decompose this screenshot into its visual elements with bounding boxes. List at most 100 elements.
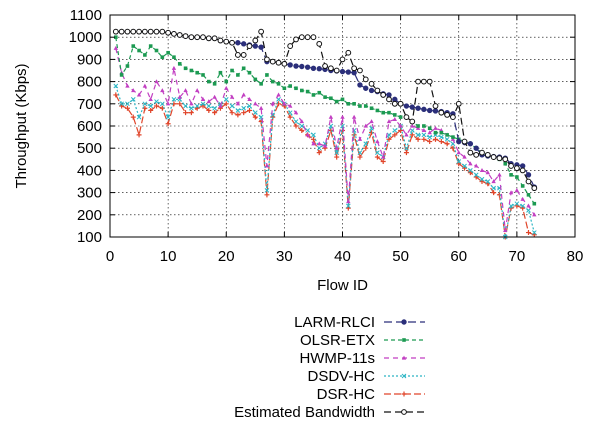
data-point-olsr-etx <box>148 44 153 48</box>
data-point-dsdv-hc <box>311 132 316 138</box>
data-point-dsdv-hc <box>334 150 340 155</box>
data-point-hwmp-11s <box>311 141 316 146</box>
data-point-estimated-bandwidth <box>467 149 474 156</box>
data-point-hwmp-11s <box>363 123 368 128</box>
data-point-hwmp-11s <box>212 94 217 99</box>
data-point-olsr-etx <box>433 130 438 135</box>
y-tick-label: 500 <box>77 140 102 157</box>
data-point-dsr-hc <box>136 132 142 138</box>
data-point-dsr-hc <box>421 136 427 142</box>
y-tick-label: 100 <box>77 229 102 246</box>
legend-label: DSR-HC <box>317 386 375 403</box>
x-tick-label: 70 <box>509 248 526 265</box>
legend: LARM-RLCIOLSR-ETXHWMP-11sDSDV-HCDSR-HCEs… <box>234 314 425 421</box>
data-point-hwmp-11s <box>224 85 229 90</box>
data-point-larm-rlci <box>304 64 311 70</box>
data-point-dsr-hc <box>380 159 386 165</box>
x-tick-label: 50 <box>392 248 409 265</box>
data-point-larm-rlci <box>357 82 363 88</box>
data-point-olsr-etx <box>172 55 176 59</box>
data-point-dsr-hc <box>252 114 258 120</box>
data-point-dsdv-hc <box>200 101 206 107</box>
series-estimated-bandwidth <box>112 28 538 192</box>
data-point-hwmp-11s <box>142 83 148 88</box>
data-point-hwmp-11s <box>392 116 398 121</box>
data-point-estimated-bandwidth <box>380 92 387 98</box>
data-point-estimated-bandwidth <box>531 185 538 192</box>
data-point-larm-rlci <box>415 105 421 111</box>
data-point-estimated-bandwidth <box>351 65 358 72</box>
data-point-dsdv-hc <box>485 179 491 184</box>
data-point-olsr-etx <box>183 66 188 71</box>
data-point-dsdv-hc <box>293 119 299 124</box>
data-point-hwmp-11s <box>340 114 345 119</box>
data-point-olsr-etx <box>520 184 525 188</box>
axis-ticks <box>109 14 576 238</box>
data-point-dsdv-hc <box>264 188 270 193</box>
data-point-hwmp-11s <box>514 187 520 192</box>
data-point-olsr-etx <box>300 88 304 93</box>
data-point-olsr-etx <box>270 79 275 84</box>
data-point-dsdv-hc <box>508 203 514 209</box>
data-point-olsr-etx <box>207 79 211 84</box>
data-point-olsr-etx <box>387 110 391 115</box>
data-point-estimated-bandwidth <box>519 167 526 174</box>
data-point-hwmp-11s <box>346 199 351 204</box>
data-point-estimated-bandwidth <box>316 40 323 47</box>
data-point-larm-rlci <box>351 70 357 76</box>
data-point-dsr-hc <box>316 150 322 156</box>
data-point-dsr-hc <box>241 110 247 116</box>
data-point-olsr-etx <box>276 82 281 86</box>
data-point-larm-rlci <box>240 41 247 47</box>
data-point-dsdv-hc <box>183 103 188 109</box>
data-point-dsdv-hc <box>468 168 473 173</box>
data-point-hwmp-11s <box>503 227 508 232</box>
data-point-dsdv-hc <box>392 128 398 133</box>
data-point-hwmp-11s <box>433 125 438 130</box>
data-point-dsr-hc <box>206 107 212 113</box>
data-point-estimated-bandwidth <box>415 78 421 85</box>
data-point-dsdv-hc <box>363 141 369 147</box>
legend-marker <box>402 338 406 342</box>
data-point-dsr-hc <box>264 192 270 198</box>
data-point-dsr-hc <box>177 101 183 107</box>
data-point-estimated-bandwidth <box>322 63 328 69</box>
x-tick-label: 0 <box>106 248 114 265</box>
data-point-olsr-etx <box>311 93 316 97</box>
data-point-estimated-bandwidth <box>275 59 282 66</box>
data-point-olsr-etx <box>166 50 170 55</box>
data-point-estimated-bandwidth <box>182 33 189 39</box>
data-point-olsr-etx <box>515 175 519 179</box>
data-point-estimated-bandwidth <box>217 37 224 44</box>
x-tick-label: 30 <box>276 248 293 265</box>
data-point-estimated-bandwidth <box>386 96 392 103</box>
data-point-larm-rlci <box>299 63 305 70</box>
data-point-estimated-bandwidth <box>176 32 183 38</box>
data-point-larm-rlci <box>386 92 392 98</box>
data-point-dsr-hc <box>328 127 334 133</box>
y-tick-label: 300 <box>77 185 102 202</box>
data-point-larm-rlci <box>287 62 293 68</box>
data-point-estimated-bandwidth <box>229 39 235 46</box>
y-tick-label: 800 <box>77 74 102 91</box>
data-point-hwmp-11s <box>526 203 531 208</box>
x-tick-label: 20 <box>218 248 235 265</box>
data-point-estimated-bandwidth <box>118 28 125 35</box>
data-point-estimated-bandwidth <box>147 28 154 35</box>
data-point-dsdv-hc <box>479 176 485 182</box>
data-point-estimated-bandwidth <box>391 100 398 107</box>
data-point-estimated-bandwidth <box>368 80 375 87</box>
data-point-hwmp-11s <box>177 94 182 99</box>
legend-entry-dsr-hc: DSR-HC <box>317 386 425 403</box>
data-point-estimated-bandwidth <box>357 67 363 74</box>
data-point-dsdv-hc <box>404 145 409 151</box>
data-point-dsr-hc <box>392 132 398 138</box>
data-point-hwmp-11s <box>491 179 496 184</box>
data-point-estimated-bandwidth <box>252 37 259 44</box>
data-point-olsr-etx <box>509 173 513 177</box>
data-point-olsr-etx <box>363 104 368 108</box>
data-point-estimated-bandwidth <box>304 34 311 41</box>
series-olsr-etx <box>114 35 537 206</box>
tick-labels: 100 200 300 400 500 600 700 800 900 1000 1100 0 10 20… <box>69 7 584 265</box>
data-point-estimated-bandwidth <box>374 87 381 94</box>
